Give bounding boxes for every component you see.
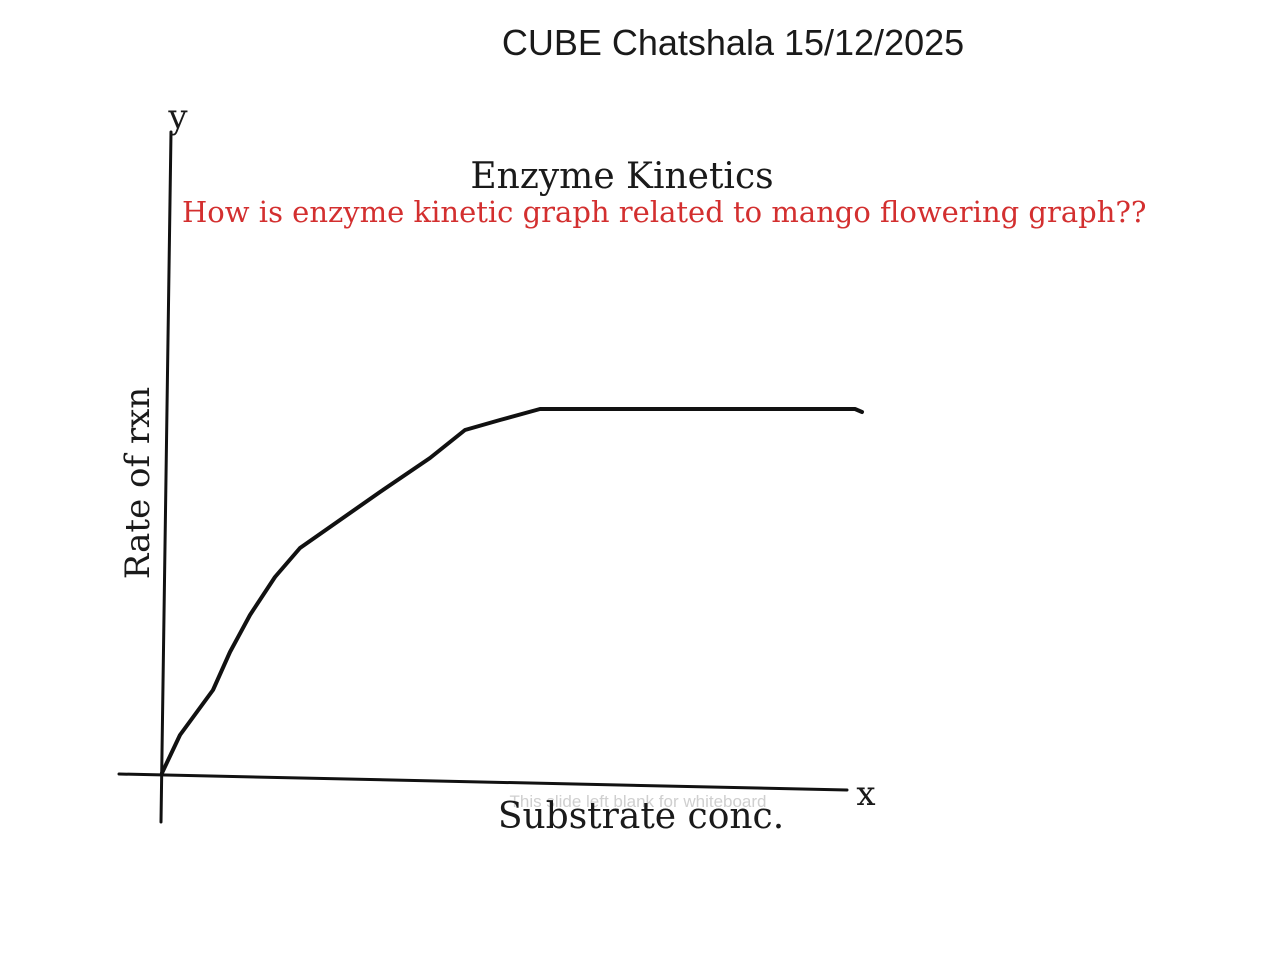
x-axis-letter: x [856,774,875,814]
x-axis-label: Substrate conc. [498,796,784,837]
curve-stroke [160,407,864,775]
page-title: CUBE Chatshala 15/12/2025 [502,22,964,63]
x-axis-stroke [117,772,849,792]
blank-note: This slide left blank for whiteboard [509,792,766,811]
heading: Enzyme Kinetics [470,156,773,197]
y-axis-stroke [159,130,173,824]
y-axis-label: Rate of rxn [118,387,158,579]
question: How is enzyme kinetic graph related to m… [182,195,1146,229]
y-axis-letter: y [167,97,188,137]
